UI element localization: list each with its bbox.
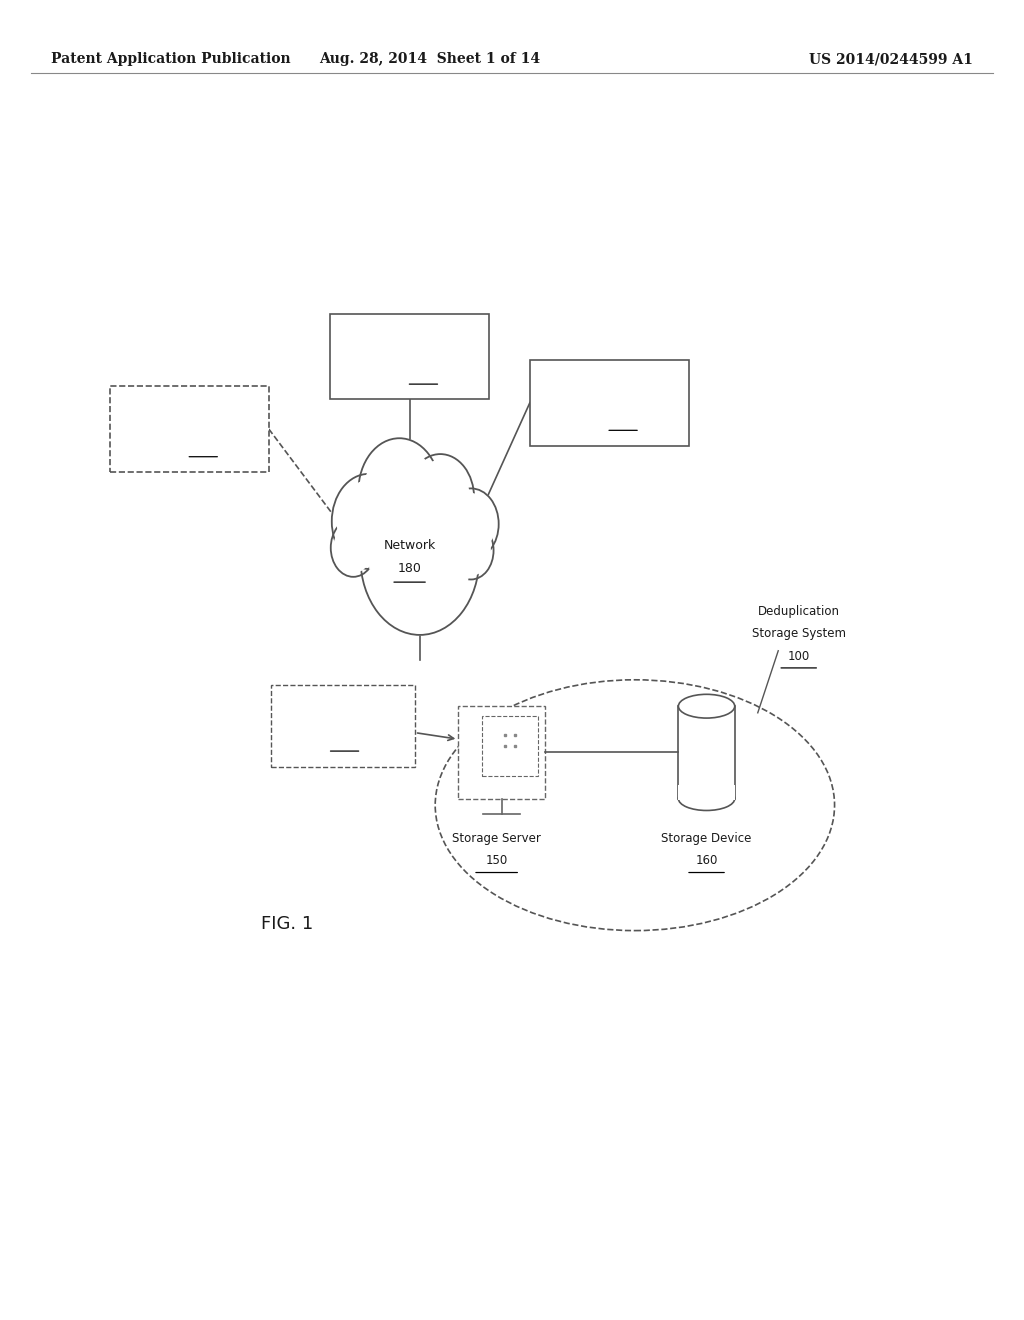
FancyBboxPatch shape <box>678 785 735 800</box>
Text: FIG. 1: FIG. 1 <box>260 915 313 933</box>
Circle shape <box>360 482 479 635</box>
Text: 160: 160 <box>695 854 718 867</box>
Text: 100: 100 <box>787 649 810 663</box>
Circle shape <box>407 454 474 541</box>
Text: 150: 150 <box>485 854 508 867</box>
Circle shape <box>452 525 490 576</box>
Ellipse shape <box>678 694 734 718</box>
FancyBboxPatch shape <box>271 685 415 767</box>
FancyBboxPatch shape <box>530 359 688 446</box>
Circle shape <box>337 480 400 562</box>
Circle shape <box>449 521 494 579</box>
Text: Client Computer: Client Computer <box>361 337 458 350</box>
Circle shape <box>358 438 440 544</box>
Text: Client Computer: Client Computer <box>561 383 657 396</box>
Text: System 110a: System 110a <box>151 436 228 449</box>
FancyBboxPatch shape <box>481 715 539 776</box>
Ellipse shape <box>678 787 734 810</box>
Text: Storage System: Storage System <box>752 627 846 640</box>
Circle shape <box>443 488 499 560</box>
Text: Storage Server: Storage Server <box>453 832 541 845</box>
Circle shape <box>365 446 434 536</box>
Text: Storage Device: Storage Device <box>662 832 752 845</box>
Text: System 110b: System 110b <box>371 363 449 376</box>
FancyBboxPatch shape <box>111 385 268 471</box>
FancyBboxPatch shape <box>459 706 545 799</box>
Text: software 50: software 50 <box>308 730 378 743</box>
Circle shape <box>331 519 376 577</box>
Text: Network: Network <box>383 539 436 552</box>
Ellipse shape <box>435 680 835 931</box>
FancyBboxPatch shape <box>678 706 735 799</box>
Text: Patent Application Publication: Patent Application Publication <box>51 53 291 66</box>
Circle shape <box>370 494 470 623</box>
Text: Deduplication: Deduplication <box>302 706 384 719</box>
Circle shape <box>412 461 469 535</box>
Text: 180: 180 <box>397 562 422 576</box>
Text: System 110c: System 110c <box>571 409 647 422</box>
Circle shape <box>332 474 406 569</box>
Circle shape <box>334 523 373 573</box>
Text: Aug. 28, 2014  Sheet 1 of 14: Aug. 28, 2014 Sheet 1 of 14 <box>319 53 541 66</box>
Text: Deduplication: Deduplication <box>758 605 840 618</box>
FancyBboxPatch shape <box>330 314 489 399</box>
Text: Client Computer: Client Computer <box>141 409 238 422</box>
Circle shape <box>447 494 495 554</box>
Text: US 2014/0244599 A1: US 2014/0244599 A1 <box>809 53 973 66</box>
